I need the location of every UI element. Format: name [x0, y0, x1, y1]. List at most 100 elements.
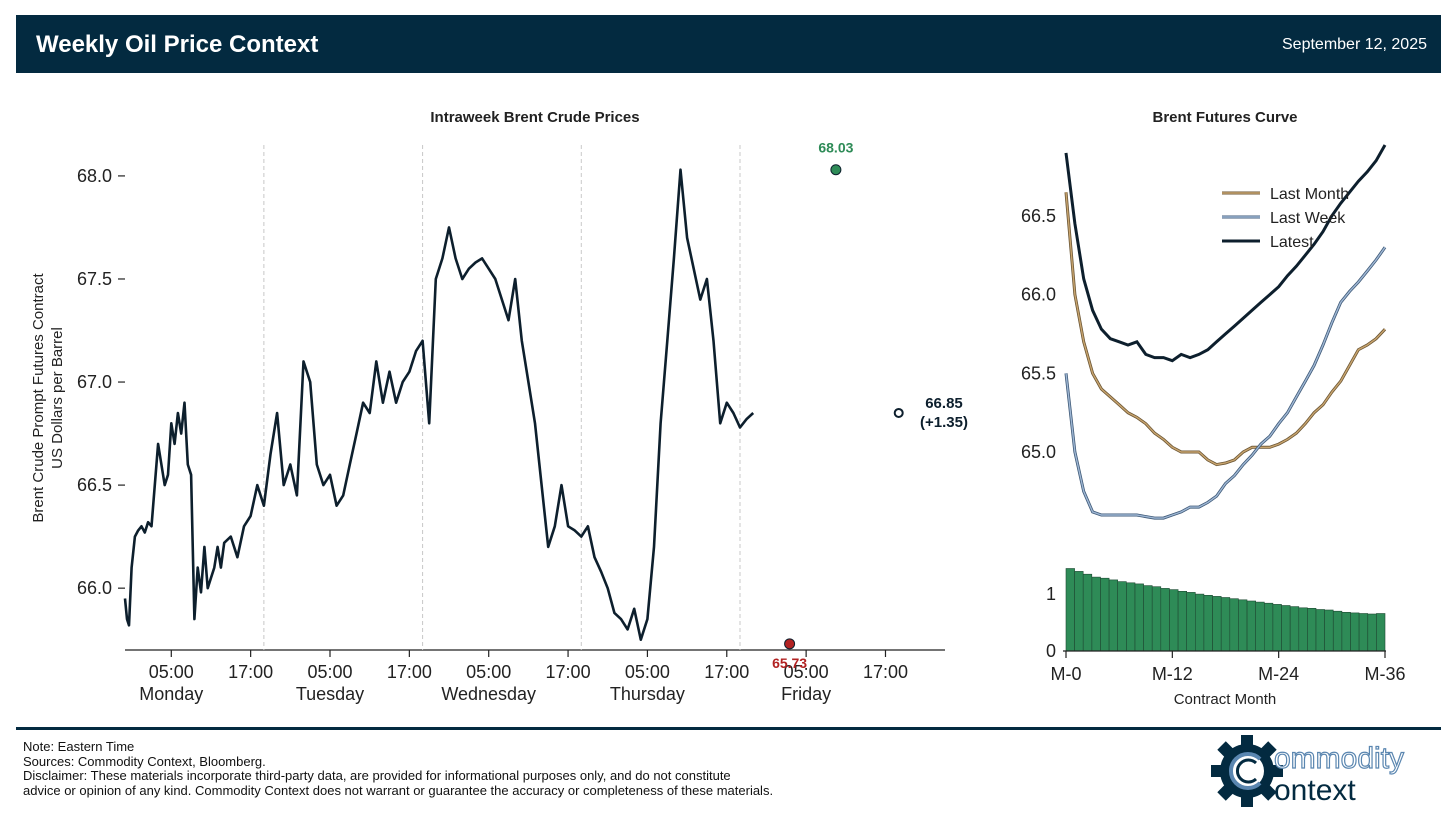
- curve-y-tick-label: 65.5: [1021, 363, 1056, 383]
- bar: [1143, 585, 1153, 652]
- footer-note: Note: Eastern Time: [23, 739, 135, 754]
- bar: [1315, 609, 1325, 652]
- curve-y-tick-label: 66.0: [1021, 285, 1056, 305]
- curve-y-ticks: 65.0 65.5 66.0 66.5: [1021, 206, 1056, 462]
- bar: [1108, 579, 1118, 652]
- bar-x-tick-label: M-0: [1051, 664, 1082, 684]
- footer-notes: Note: Eastern Time Sources: Commodity Co…: [23, 739, 923, 798]
- x-tick-day-label: Tuesday: [296, 684, 364, 704]
- last-price-label: 66.85: [925, 395, 963, 412]
- bar: [1289, 606, 1300, 652]
- intraweek-chart: Intraweek Brent Crude Prices Brent Crude…: [30, 109, 968, 704]
- curve-line-last-month: [1065, 192, 1386, 466]
- y-tick-label: 66.5: [77, 475, 112, 495]
- bar: [1255, 601, 1265, 652]
- footer-disclaimer-line1: Disclaimer: These materials incorporate …: [23, 768, 731, 783]
- last-marker: [893, 407, 904, 418]
- bar: [1126, 582, 1136, 652]
- x-tick-day-label: Friday: [781, 684, 831, 704]
- bar: [1324, 609, 1334, 652]
- bar: [1298, 607, 1308, 652]
- x-tick-time-label: 17:00: [546, 662, 591, 682]
- x-tick-time-label: 17:00: [387, 662, 432, 682]
- bar: [1272, 604, 1282, 652]
- curve-line-last-week: [1065, 246, 1386, 519]
- bar: [1307, 607, 1317, 652]
- bar-series: [1065, 568, 1386, 652]
- legend-label-last-week: Last Week: [1270, 210, 1346, 227]
- curve-line-outline-last-month: [1064, 192, 1387, 467]
- low-label: 65.73: [772, 655, 807, 671]
- x-tick-time-label: 05:00: [466, 662, 511, 682]
- x-tick-time-label: 17:00: [704, 662, 749, 682]
- commodity-context-logo: ommodity ontext: [1211, 735, 1405, 807]
- bar-x-ticks: M-0 M-12 M-24 M-36: [1051, 651, 1406, 684]
- low-marker: [784, 638, 796, 650]
- bar: [1117, 581, 1127, 652]
- bar: [1350, 612, 1360, 652]
- bar: [1074, 571, 1084, 652]
- bar: [1212, 596, 1222, 652]
- bar: [1246, 600, 1256, 652]
- x-tick-time-label: 05:00: [625, 662, 670, 682]
- bar: [1065, 568, 1075, 652]
- bar: [1203, 594, 1213, 652]
- page-title: Weekly Oil Price Context: [36, 31, 319, 58]
- curve-y-tick-label: 65.0: [1021, 442, 1056, 462]
- curve-spread-bars: 01 M-0 M-12 M-24 M-36 Contract Month: [1046, 568, 1406, 708]
- y-ticks: 66.0 66.5 67.0 67.5 68.0: [77, 166, 125, 598]
- bar-x-tick-label: M-24: [1258, 664, 1299, 684]
- bar: [1100, 577, 1110, 652]
- logo-word-context: ontext: [1274, 774, 1356, 807]
- legend-label-last-month: Last Month: [1270, 186, 1349, 203]
- bar-y-ticks: 01: [1046, 584, 1056, 661]
- bar: [1160, 588, 1170, 652]
- x-tick-day-label: Wednesday: [441, 684, 536, 704]
- x-tick-day-label: Thursday: [610, 684, 685, 704]
- y-tick-label: 67.0: [77, 372, 112, 392]
- curve-legend: Last Month Last Week Latest: [1222, 186, 1349, 251]
- curve-series: [1064, 144, 1387, 520]
- bar-y-tick-label: 0: [1046, 641, 1056, 661]
- footer-divider: [16, 727, 1441, 730]
- bar: [1376, 613, 1386, 652]
- y-axis-label-line1: Brent Crude Prompt Futures Contract: [30, 273, 47, 523]
- curve-line-latest: [1064, 144, 1387, 363]
- futures-curve-chart: Brent Futures Curve 65.0 65.5 66.0 66.5 Las…: [1021, 109, 1387, 520]
- x-tick-time-label: 05:00: [307, 662, 352, 682]
- footer-sources: Sources: Commodity Context, Bloomberg.: [23, 753, 266, 769]
- bar: [1333, 610, 1343, 652]
- logo-word-commodity: ommodity: [1274, 742, 1404, 775]
- intraweek-chart-title: Intraweek Brent Crude Prices: [430, 109, 639, 126]
- bar: [1358, 613, 1368, 652]
- x-tick-time-label: 17:00: [863, 662, 908, 682]
- x-tick-time-label: 05:00: [149, 662, 194, 682]
- y-tick-label: 67.5: [77, 269, 112, 289]
- x-axis-label: Contract Month: [1174, 691, 1277, 708]
- bar: [1281, 605, 1291, 652]
- bar: [1238, 599, 1248, 652]
- bar: [1195, 593, 1205, 652]
- y-axis-label-line2: US Dollars per Barrel: [49, 327, 66, 469]
- bar-y-tick-label: 1: [1046, 584, 1056, 604]
- futures-curve-title: Brent Futures Curve: [1152, 109, 1297, 126]
- bar: [1367, 613, 1377, 652]
- x-tick-time-label: 17:00: [228, 662, 273, 682]
- curve-y-tick-label: 66.5: [1021, 206, 1056, 226]
- high-label: 68.03: [818, 140, 853, 156]
- report-date: September 12, 2025: [1282, 36, 1427, 53]
- y-tick-label: 66.0: [77, 578, 112, 598]
- bar: [1264, 602, 1274, 652]
- legend-label-latest: Latest: [1270, 234, 1314, 251]
- last-change-label: (+1.35): [920, 414, 968, 431]
- bar: [1134, 583, 1144, 652]
- bar-x-tick-label: M-12: [1152, 664, 1193, 684]
- report-header: Weekly Oil Price Context September 12, 2…: [16, 15, 1441, 73]
- footer-disclaimer-line2: advice or opinion of any kind. Commodity…: [23, 782, 774, 798]
- x-tick-time-label: 05:00: [784, 662, 829, 682]
- bar-x-tick-label: M-36: [1364, 664, 1405, 684]
- high-marker: [830, 164, 842, 176]
- y-tick-label: 68.0: [77, 166, 112, 186]
